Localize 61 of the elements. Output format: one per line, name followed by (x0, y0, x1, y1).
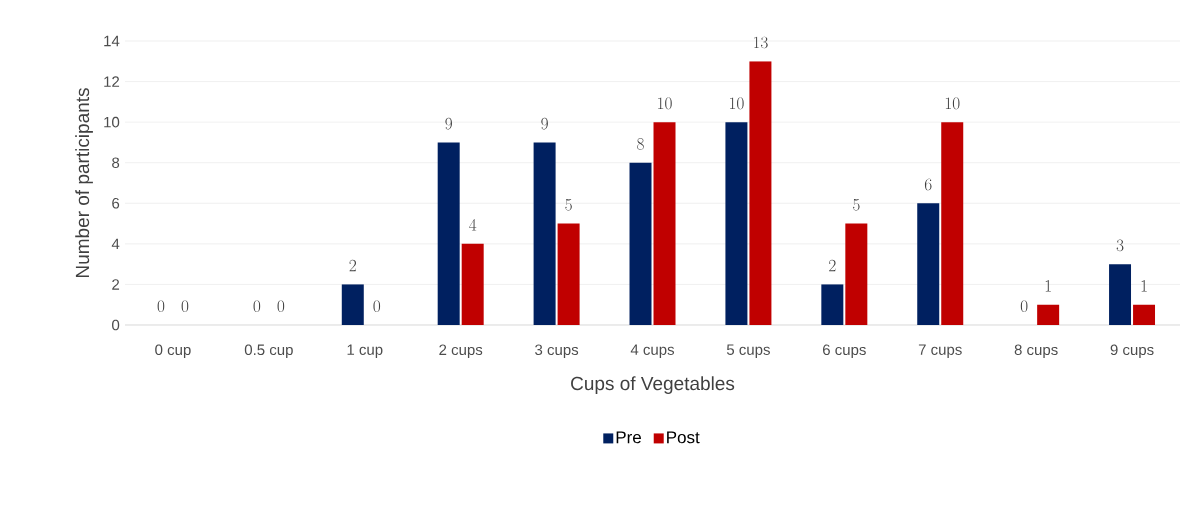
data-label: 8 (637, 138, 644, 150)
y-tick-label: 6 (112, 197, 120, 209)
data-label: 1 (1045, 280, 1051, 292)
data-label: 1 (1141, 280, 1147, 292)
data-label: 5 (853, 198, 860, 211)
x-tick-label: 4 cups (630, 344, 675, 358)
data-label: 6 (924, 178, 932, 191)
bar (557, 223, 580, 325)
data-label: 0 (277, 300, 285, 313)
data-label: 5 (565, 198, 572, 211)
y-tick-label: 8 (112, 157, 120, 169)
x-tick-label: 3 cups (535, 344, 579, 359)
bar (1133, 304, 1156, 325)
data-label: 0 (373, 300, 381, 313)
x-tick-label: 0 cup (155, 344, 191, 359)
y-tick-label: 12 (104, 76, 120, 87)
bar (749, 61, 772, 325)
bar (1037, 304, 1060, 325)
data-label: 0 (157, 300, 165, 313)
bar (821, 284, 844, 325)
legend-label: Post (667, 431, 700, 444)
bar (533, 142, 556, 325)
data-label: 10 (945, 97, 960, 110)
legend-label: Pre (616, 431, 641, 444)
bar (725, 122, 748, 325)
bar (653, 122, 676, 325)
bar (1109, 264, 1132, 325)
data-label: 0 (253, 300, 261, 313)
data-label: 13 (754, 36, 768, 49)
data-label: 10 (730, 97, 744, 110)
y-axis-title: Number of participants (75, 88, 93, 278)
y-tick-label: 14 (104, 35, 120, 47)
x-tick-label: 2 cups (439, 344, 483, 359)
x-tick-label: 6 cups (823, 344, 866, 359)
data-label: 9 (445, 117, 452, 130)
data-label: 4 (469, 219, 477, 231)
y-tick-label: 2 (112, 279, 120, 290)
bar (341, 284, 364, 325)
bar (941, 122, 964, 325)
x-tick-label: 9 cups (1110, 344, 1154, 359)
x-tick-label: 7 cups (918, 344, 962, 358)
y-tick-label: 0 (112, 319, 120, 331)
bar (629, 162, 652, 325)
x-tick-label: 1 cup (347, 344, 383, 358)
data-label: 3 (1116, 239, 1124, 252)
data-label: 2 (349, 259, 357, 272)
bar (917, 203, 940, 325)
data-label: 0 (181, 300, 189, 313)
bar (461, 243, 484, 325)
data-label: 2 (829, 259, 836, 272)
x-tick-label: 8 cups (1014, 344, 1058, 359)
data-label: 0 (1020, 300, 1028, 313)
bar (437, 142, 460, 325)
bar (845, 223, 868, 325)
x-tick-label: 0.5 cup (244, 344, 293, 359)
y-tick-label: 4 (111, 238, 120, 250)
x-tick-label: 5 cups (726, 344, 770, 358)
data-label: 9 (541, 117, 548, 130)
y-tick-label: 10 (104, 116, 120, 128)
data-label: 10 (658, 97, 672, 110)
x-axis-title: Cups of Vegetables (571, 376, 735, 394)
